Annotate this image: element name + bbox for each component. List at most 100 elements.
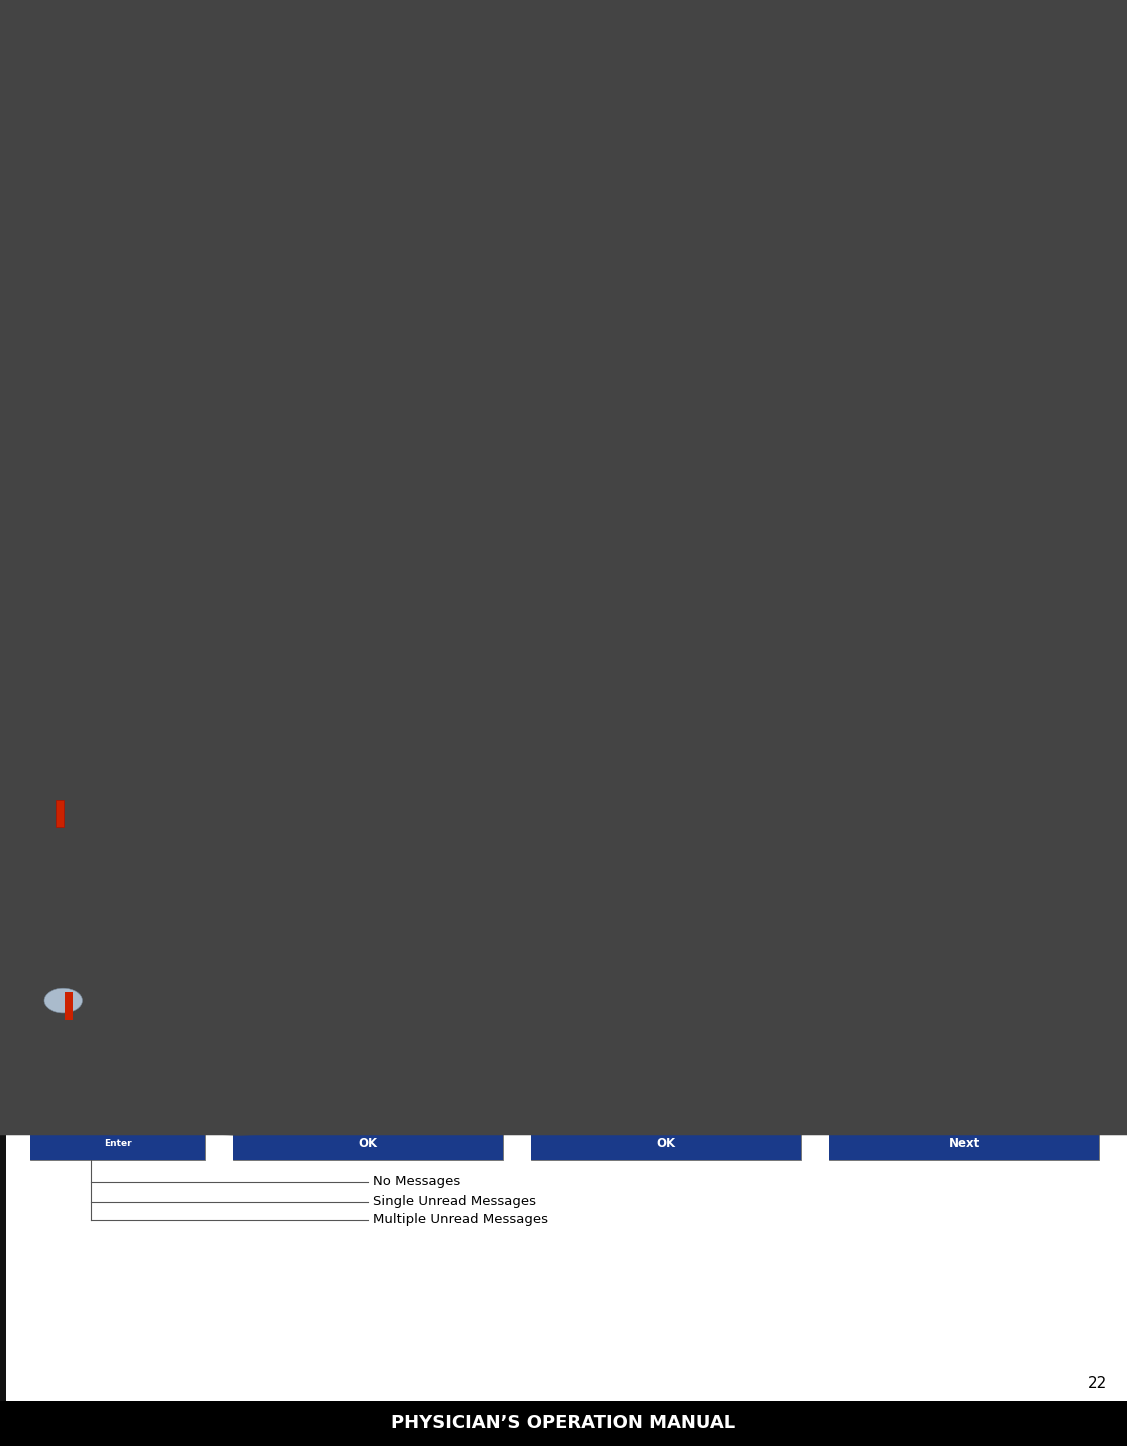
Text: Record: Record: [133, 396, 169, 406]
Text: User Interface in Monitoring Mode: User Interface in Monitoring Mode: [30, 69, 378, 88]
Text: Text: Text: [550, 1092, 574, 1105]
Bar: [463, 551, 665, 590]
Bar: [220, 292, 225, 302]
Text: Pressing the center key when the task wheel is on the Record Symptoms task allow: Pressing the center key when the task wh…: [30, 155, 879, 213]
Text: ℹ Activity Level: ℹ Activity Level: [745, 283, 817, 294]
Text: Volume: Volume: [117, 347, 145, 356]
Circle shape: [109, 885, 126, 902]
Text: Enter: Enter: [104, 1138, 132, 1148]
Text: Wireless Settings: Wireless Settings: [88, 1100, 148, 1108]
Text: Pressing the center key when the task wheel is on the Messages task allows the p: Pressing the center key when the task wh…: [30, 678, 886, 756]
Text: ℹ Record Symptoms: ℹ Record Symptoms: [950, 283, 1046, 294]
Bar: [30, 881, 205, 908]
Bar: [897, 268, 1099, 308]
Text: ■ Fainted: ■ Fainted: [478, 522, 529, 532]
Text: Yes: Yes: [389, 565, 408, 576]
Bar: [681, 268, 882, 590]
Text: ■ Tired: ■ Tired: [478, 401, 516, 411]
Text: ? Record Symptoms: ? Record Symptoms: [299, 283, 397, 294]
Bar: [247, 268, 449, 590]
Text: ℹ Read Messages: ℹ Read Messages: [321, 892, 415, 902]
Text: Multiple Unread Messages: Multiple Unread Messages: [373, 1213, 548, 1226]
Ellipse shape: [431, 805, 478, 826]
Bar: [463, 268, 665, 308]
Bar: [30, 268, 232, 301]
Text: Messages: Messages: [113, 489, 150, 497]
Text: Do You: Do You: [330, 351, 365, 362]
Text: Device Info: Device Info: [96, 1077, 139, 1086]
Bar: [829, 1126, 1099, 1160]
Bar: [47, 291, 56, 298]
Text: Wish to: Wish to: [328, 401, 367, 411]
Bar: [247, 551, 449, 590]
Text: no new: no new: [347, 1014, 389, 1027]
Bar: [35, 901, 44, 907]
Bar: [681, 551, 882, 590]
Ellipse shape: [44, 988, 82, 1012]
Text: OK: OK: [656, 1137, 675, 1150]
Text: Next: Next: [601, 565, 629, 576]
Text: ℹ Record Symptoms: ℹ Record Symptoms: [516, 283, 612, 294]
Bar: [30, 268, 232, 590]
Text: Device Info: Device Info: [109, 515, 152, 523]
Text: ✓ Chest Pain: ✓ Chest Pain: [478, 461, 544, 471]
Text: Volume: Volume: [104, 925, 132, 936]
Bar: [233, 881, 503, 1160]
Text: Single Unread Messages: Single Unread Messages: [373, 1196, 536, 1209]
Text: All messages have been read: All messages have been read: [490, 816, 707, 830]
Bar: [212, 292, 218, 299]
Text: symptoms will: symptoms will: [960, 385, 1036, 395]
Text: Message: Message: [550, 1021, 602, 1034]
Bar: [531, 881, 801, 915]
Text: Record Symptoms Screens: Record Symptoms Screens: [30, 116, 300, 133]
Bar: [56, 800, 63, 827]
Bar: [683, 440, 880, 493]
Text: Text: Text: [848, 1092, 872, 1105]
Text: Messages Screen: Messages Screen: [30, 655, 205, 672]
Text: Unread message waiting: Unread message waiting: [90, 816, 272, 830]
Bar: [30, 881, 205, 1160]
Bar: [897, 551, 1099, 590]
Text: Cancel: Cancel: [711, 565, 751, 576]
Text: Your: Your: [987, 344, 1009, 354]
Text: messages: messages: [338, 1067, 398, 1080]
Bar: [247, 268, 449, 308]
Text: monitoring: monitoring: [969, 466, 1027, 476]
Bar: [35, 292, 44, 298]
Text: ■ Heavy: ■ Heavy: [694, 522, 740, 532]
Polygon shape: [33, 816, 76, 826]
Bar: [531, 1126, 801, 1160]
Text: Next: Next: [949, 1137, 979, 1150]
Text: be sent to the: be sent to the: [961, 425, 1035, 435]
Bar: [465, 440, 664, 493]
Bar: [897, 268, 1099, 590]
Bar: [463, 268, 665, 590]
Text: No: No: [290, 565, 305, 576]
Text: ✓ Dizzy: ✓ Dizzy: [478, 340, 517, 350]
Bar: [32, 970, 203, 1048]
Text: TruVue Handheld Operation: TruVue Handheld Operation: [334, 12, 793, 40]
Text: There are: There are: [339, 962, 397, 975]
Bar: [185, 899, 190, 907]
Bar: [32, 364, 230, 461]
Bar: [0, 1401, 1127, 1446]
Text: 22: 22: [1088, 1377, 1107, 1391]
Bar: [30, 811, 78, 844]
Text: ℹ Read Messages: ℹ Read Messages: [619, 892, 713, 902]
Bar: [531, 881, 801, 1160]
Bar: [829, 881, 1099, 1160]
Text: Message: Message: [848, 1021, 899, 1034]
Bar: [30, 1126, 205, 1160]
Bar: [59, 288, 68, 298]
Text: PHYSICIAN’S OPERATION MANUAL: PHYSICIAN’S OPERATION MANUAL: [391, 1414, 736, 1433]
Text: Symptoms: Symptoms: [124, 422, 178, 432]
Bar: [431, 816, 478, 844]
Text: OK: OK: [358, 1137, 378, 1150]
Text: ■ Light: ■ Light: [694, 401, 734, 411]
Text: Record Symptoms: Record Symptoms: [86, 950, 149, 956]
Bar: [44, 1001, 82, 1037]
Text: Record Your: Record Your: [317, 450, 379, 460]
Bar: [0, 0, 1127, 52]
Text: Enter: Enter: [117, 567, 144, 576]
Text: Message 1 of 2:: Message 1 of 2:: [848, 951, 941, 964]
